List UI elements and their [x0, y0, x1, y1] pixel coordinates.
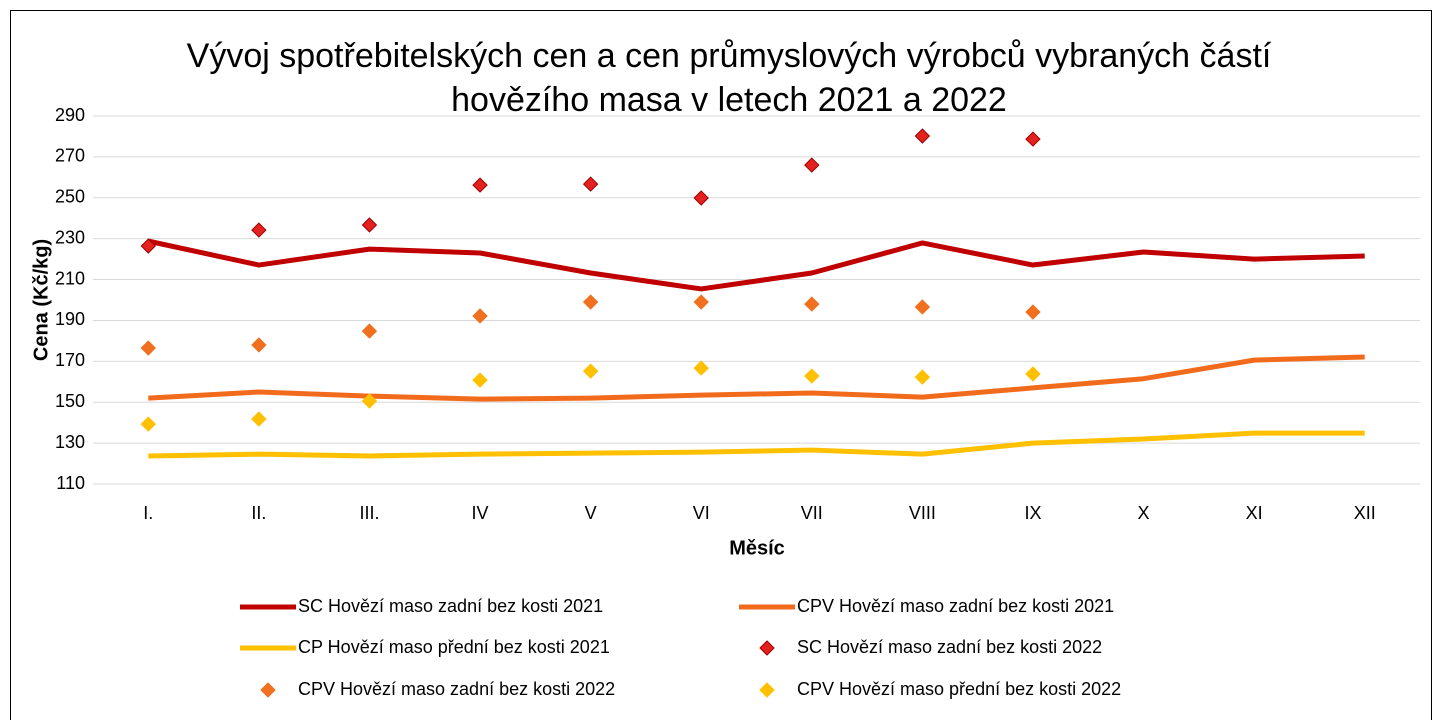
data-point — [914, 299, 931, 315]
y-tick-label: 270 — [55, 146, 85, 166]
data-point — [693, 294, 709, 310]
x-tick-label: VIII — [909, 503, 936, 523]
data-point — [804, 157, 820, 173]
legend-label: SC Hovězí maso zadní bez kosti 2021 — [298, 596, 603, 616]
legend-label: CPV Hovězí maso zadní bez kosti 2022 — [298, 679, 615, 699]
data-point — [804, 296, 820, 312]
data-point — [693, 360, 709, 376]
data-point — [361, 217, 378, 233]
data-point — [251, 337, 267, 353]
data-point — [582, 363, 599, 379]
legend-marker — [759, 640, 775, 656]
y-tick-label: 250 — [55, 187, 85, 207]
x-tick-label: VII — [801, 503, 823, 523]
data-point — [361, 393, 378, 409]
data-point — [1025, 131, 1041, 147]
y-tick-label: 210 — [55, 268, 85, 288]
series-line — [148, 354, 1365, 402]
legend-label: CPV Hovězí maso zadní bez kosti 2021 — [797, 596, 1114, 616]
data-point — [140, 340, 156, 356]
grid — [93, 115, 1420, 485]
series-line — [148, 430, 1365, 459]
chart-title: Vývoj spotřebitelských cen a cen průmysl… — [186, 37, 1272, 119]
y-tick-label: 170 — [55, 350, 85, 370]
x-tick-label: XII — [1354, 503, 1376, 523]
x-tick-label: VI — [693, 503, 710, 523]
data-point — [140, 238, 156, 254]
x-tick-label: I. — [143, 503, 153, 523]
legend-marker — [759, 682, 775, 698]
data-point — [472, 308, 488, 324]
y-tick-label: 110 — [56, 473, 85, 493]
legend-label: CP Hovězí maso přední bez kosti 2021 — [298, 637, 610, 657]
data-point — [140, 416, 156, 432]
data-point — [804, 368, 820, 384]
x-tick-label: III. — [359, 503, 379, 523]
data-point — [472, 177, 488, 193]
x-tick-label: XI — [1246, 503, 1263, 523]
x-tick-label: V — [585, 503, 597, 523]
x-tick-label: IV — [472, 503, 489, 523]
data-point — [582, 176, 599, 192]
y-axis-label: Cena (Kč/kg) — [30, 239, 52, 361]
y-tick-label: 130 — [55, 432, 85, 452]
x-tick-label: II. — [251, 503, 266, 523]
data-point — [361, 323, 378, 339]
y-tick-label: 290 — [55, 105, 85, 125]
legend-marker — [260, 682, 276, 698]
series-line — [147, 238, 1365, 292]
data-point — [1025, 366, 1041, 382]
x-tick-label: X — [1138, 503, 1150, 523]
legend-label: CPV Hovězí maso přední bez kosti 2022 — [797, 679, 1121, 699]
data-point — [472, 372, 488, 388]
x-axis-label: Měsíc — [729, 537, 785, 559]
data-point — [251, 222, 267, 238]
data-point — [582, 294, 599, 310]
data-point — [914, 128, 931, 144]
data-point — [1025, 304, 1041, 320]
data-point — [914, 369, 931, 385]
data-point — [251, 411, 267, 427]
x-tick-label: IX — [1024, 503, 1041, 523]
y-tick-label: 150 — [55, 391, 85, 411]
y-tick-label: 190 — [55, 309, 85, 329]
y-tick-label: 230 — [55, 227, 85, 247]
frame — [10, 10, 1432, 720]
legend-label: SC Hovězí maso zadní bez kosti 2022 — [797, 637, 1102, 657]
data-point — [693, 190, 709, 206]
